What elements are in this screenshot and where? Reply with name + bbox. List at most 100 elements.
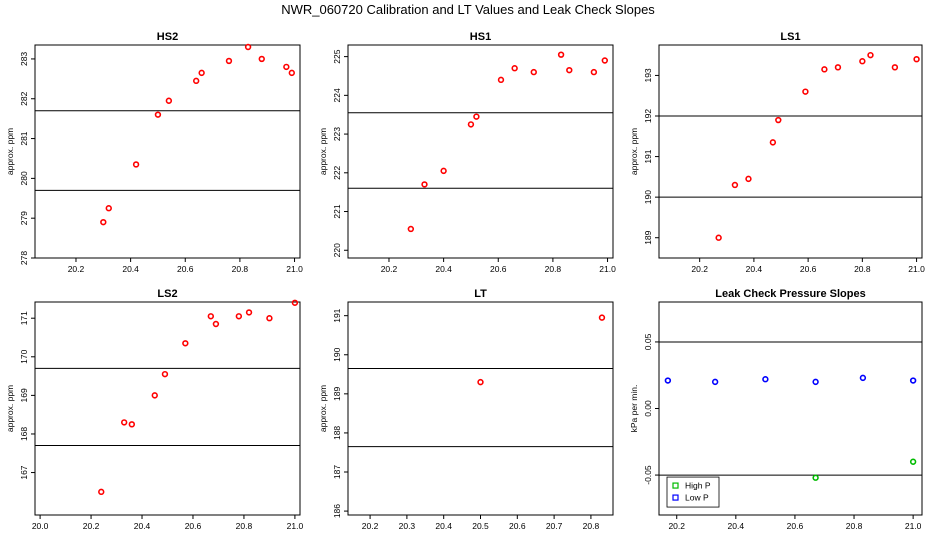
data-point-hs2-s0-1 [105,205,112,212]
chart-panels: HS2 20.2 20.4 20.6 20.8 21.0 278 279 280 281 282 28… [5,31,925,531]
y-axis-label-ls2: approx. ppm [5,385,15,432]
data-point-hs2-s0-2 [132,161,140,168]
data-point-hs2-s0-5 [192,77,200,85]
x-tick-label-leak-1: 20.4 [728,521,745,531]
panel-title-hs1: HS1 [470,31,491,43]
data-point-ls2-s0-7 [212,320,220,328]
chart-panel-leak: Leak Check Pressure Slopes 20.2 20.4 20.6 20… [629,288,923,531]
y-tick-label-hs1-2: 222 [332,165,342,179]
x-tick-label-ls2-0: 20.0 [32,521,49,531]
data-point-ls2-s0-4 [161,370,169,378]
data-point-hs2-s0-3 [154,111,162,118]
x-tick-label-hs1-2: 20.6 [490,264,507,274]
y-tick-label-ls1-0: 189 [643,230,653,244]
data-point-ls1-s0-4 [775,116,782,124]
y-tick-label-lt-2: 188 [332,426,342,440]
data-point-ls1-s0-3 [769,139,777,146]
x-tick-label-lt-1: 20.3 [399,521,416,531]
data-point-ls1-s0-5 [802,88,809,95]
x-tick-label-ls2-3: 20.6 [185,521,202,531]
x-tick-label-ls1-0: 20.2 [691,264,708,274]
x-tick-label-leak-2: 20.6 [787,521,804,531]
data-point-ls1-s0-2 [745,175,752,183]
x-tick-label-hs2-0: 20.2 [68,264,85,274]
data-point-hs2-s0-10 [283,63,290,71]
panel-title-ls1: LS1 [780,31,800,43]
legend-box [666,476,720,508]
x-tick-label-lt-0: 20.2 [362,521,379,531]
plot-frame-hs1 [347,44,614,259]
data-point-hs1-s0-10 [590,68,598,76]
data-point-hs1-s0-3 [467,121,475,128]
data-point-hs1-s0-6 [511,65,518,72]
chart-panel-hs2: HS2 20.2 20.4 20.6 20.8 21.0 278 279 280 281 282 28… [5,31,303,274]
data-point-ls2-s0-6 [207,313,215,320]
data-point-hs2-s0-11 [288,69,296,77]
panel-title-leak: Leak Check Pressure Slopes [715,288,865,300]
data-point-leak-s1-1 [711,378,719,386]
y-tick-label-hs2-4: 282 [19,91,29,105]
data-point-ls2-s0-0 [98,488,105,496]
data-point-ls2-s0-3 [151,392,158,399]
y-tick-label-hs2-0: 278 [19,251,29,265]
data-point-hs2-s0-4 [165,97,173,104]
x-tick-label-hs1-1: 20.4 [435,264,452,274]
data-point-leak-s0-2 [909,458,917,465]
y-tick-label-ls1-3: 192 [643,109,653,123]
panel-title-hs2: HS2 [157,31,178,43]
plot-frame-lt [347,301,614,516]
data-point-lt-s0-0 [477,378,484,386]
data-point-leak-s1-5 [909,377,917,384]
y-tick-label-hs2-5: 283 [19,52,29,66]
y-axis-label-hs2: approx. ppm [5,128,15,175]
y-tick-label-lt-3: 189 [332,386,342,400]
y-tick-label-hs1-0: 220 [332,243,342,257]
plot-frame-ls2 [34,301,301,516]
data-point-ls2-s0-8 [235,313,243,320]
data-point-hs1-s0-4 [473,113,480,120]
y-tick-label-ls2-1: 168 [19,427,29,441]
data-point-hs2-s0-8 [244,43,252,51]
chart-legend: High P Low P [666,476,720,508]
data-point-ls2-s0-11 [291,299,299,306]
data-point-ls1-s0-8 [859,58,866,65]
x-tick-label-ls1-3: 20.8 [854,264,871,274]
y-tick-label-hs2-1: 279 [19,211,29,225]
y-tick-label-ls2-3: 170 [19,349,29,363]
x-tick-label-hs1-0: 20.2 [381,264,398,274]
data-point-leak-s1-0 [664,377,672,384]
plot-frame-hs2 [34,44,301,259]
y-tick-label-leak-0: -0.05 [643,465,653,485]
x-tick-label-lt-4: 20.6 [509,521,526,531]
x-tick-label-lt-3: 20.5 [472,521,489,531]
data-point-leak-s1-2 [762,376,769,383]
data-point-leak-s1-4 [859,374,867,382]
chart-panel-ls1: LS1 20.2 20.4 20.6 20.8 21.0 189 190 191 192 193 ap… [629,31,925,274]
y-tick-label-lt-4: 190 [332,347,342,361]
data-point-lt-s0-1 [598,314,606,321]
x-tick-label-ls2-5: 21.0 [287,521,304,531]
y-axis-label-ls1: approx. ppm [629,128,639,175]
x-tick-label-leak-3: 20.8 [846,521,863,531]
chart-panel-hs1: HS1 20.2 20.4 20.6 20.8 21.0 220 221 222 223 224 22… [318,31,616,274]
legend-label-1: Low P [685,493,709,503]
data-point-leak-s0-1 [812,474,819,481]
data-point-ls1-s0-7 [834,64,842,71]
data-point-ls2-s0-1 [120,419,128,426]
x-tick-label-lt-2: 20.4 [435,521,452,531]
y-tick-label-hs1-3: 223 [332,127,342,141]
x-tick-label-leak-0: 20.2 [668,521,685,531]
x-tick-label-lt-5: 20.7 [546,521,563,531]
x-tick-label-ls2-2: 20.4 [134,521,151,531]
data-point-leak-s1-3 [812,378,819,386]
data-point-ls1-s0-9 [867,51,874,59]
data-point-hs2-s0-9 [258,55,265,63]
figure-title: NWR_060720 Calibration and LT Values and… [281,2,655,17]
data-point-ls1-s0-6 [821,66,828,73]
data-point-hs1-s0-2 [440,167,447,175]
y-axis-label-leak: kPa per min. [629,385,639,433]
panel-title-ls2: LS2 [157,288,177,300]
x-tick-label-hs2-3: 20.8 [232,264,249,274]
data-point-hs1-s0-1 [421,181,428,188]
